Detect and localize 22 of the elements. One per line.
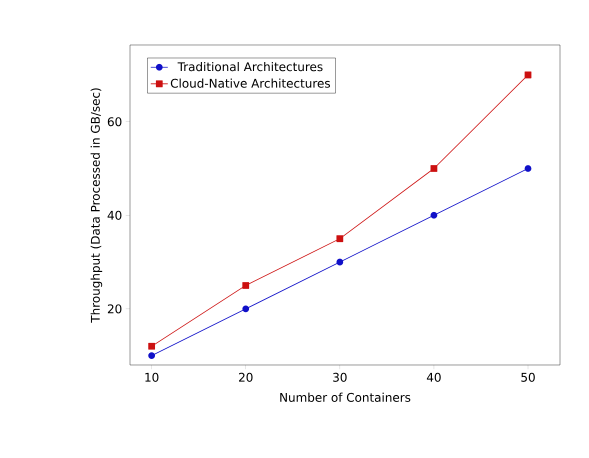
point <box>148 352 156 360</box>
point <box>336 258 344 266</box>
point <box>430 165 438 172</box>
point <box>336 235 344 242</box>
legend-label: Cloud-Native Architectures <box>170 78 330 88</box>
x-axis-title: Number of Containers <box>280 392 410 402</box>
x-tick-label: 50 <box>521 372 535 382</box>
x-tick-label: 20 <box>239 372 253 382</box>
point <box>524 165 532 172</box>
y-axis-title: Throughput (Data Processed in GB/sec) <box>90 88 102 323</box>
point <box>524 72 532 78</box>
y-tick-label: 20 <box>108 304 122 314</box>
point <box>148 342 156 350</box>
x-tick-label: 30 <box>333 372 347 382</box>
x-tick-label: 40 <box>426 372 441 382</box>
y-tick-label: 60 <box>108 117 122 126</box>
y-tick-label: 40 <box>108 210 122 220</box>
x-tick-label: 10 <box>145 372 158 382</box>
point <box>430 212 438 219</box>
point <box>242 305 250 312</box>
point <box>242 282 250 289</box>
legend-label: Traditional Architectures <box>178 62 323 72</box>
